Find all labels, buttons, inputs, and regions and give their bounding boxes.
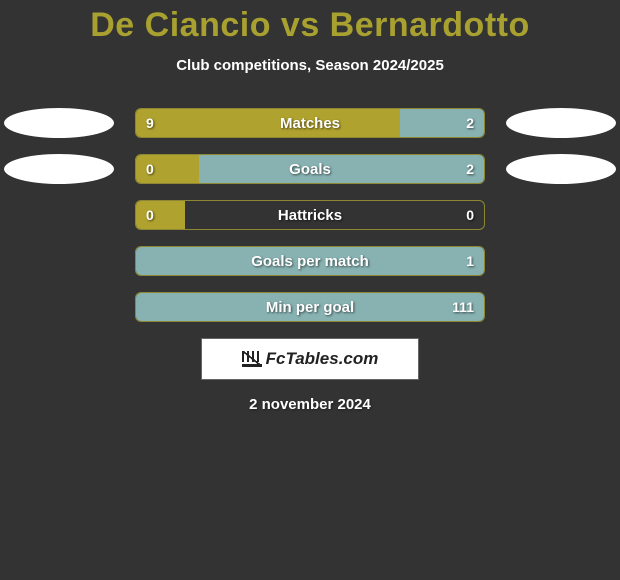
- team-badge-left: [4, 154, 114, 184]
- stat-bar: 02Goals: [135, 154, 485, 184]
- stat-bar: 00Hattricks: [135, 200, 485, 230]
- bar-segment-left: [136, 201, 185, 229]
- date-label: 2 november 2024: [0, 396, 620, 413]
- logo-text: FcTables.com: [242, 349, 379, 369]
- stat-row: 02Goals: [0, 154, 620, 184]
- logo-label: FcTables.com: [266, 349, 379, 369]
- team-badge-left: [4, 108, 114, 138]
- bar-segment-left: [136, 155, 199, 183]
- stat-row: 111Min per goal: [0, 292, 620, 322]
- bar-segment-right: [199, 155, 484, 183]
- team-badge-right: [506, 154, 616, 184]
- stat-row: 1Goals per match: [0, 246, 620, 276]
- stat-row: 92Matches: [0, 108, 620, 138]
- bar-segment-right: [400, 109, 484, 137]
- stat-row: 00Hattricks: [0, 200, 620, 230]
- stat-bar: 92Matches: [135, 108, 485, 138]
- page-title: De Ciancio vs Bernardotto: [0, 0, 620, 45]
- stat-bar: 111Min per goal: [135, 292, 485, 322]
- logo-box: FcTables.com: [201, 338, 419, 380]
- stat-bar: 1Goals per match: [135, 246, 485, 276]
- stats-container: 92Matches 02Goals 00Hattricks 1Goals per ma…: [0, 108, 620, 322]
- bar-segment-right: [136, 293, 484, 321]
- team-badge-right: [506, 108, 616, 138]
- bar-segment-right: [136, 247, 484, 275]
- bar-segment-left: [136, 109, 400, 137]
- stat-label: Hattricks: [136, 201, 484, 229]
- stat-value-right: 0: [466, 201, 474, 229]
- subtitle: Club competitions, Season 2024/2025: [0, 57, 620, 74]
- chart-icon: [242, 351, 262, 367]
